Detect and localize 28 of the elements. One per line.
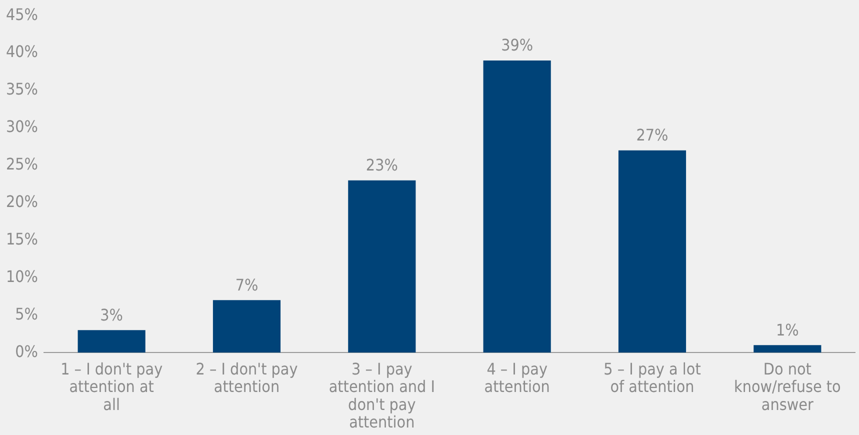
y-tick-label: 0% xyxy=(15,342,38,361)
bar xyxy=(78,330,146,353)
data-label: 7% xyxy=(235,275,258,294)
bar xyxy=(212,300,281,353)
data-label: 1% xyxy=(776,320,799,340)
y-tick-label: 35% xyxy=(6,80,38,99)
data-label: 39% xyxy=(501,36,534,55)
bar xyxy=(483,60,551,353)
data-label: 27% xyxy=(636,126,668,145)
y-tick-label: 40% xyxy=(6,42,38,62)
data-label: 3% xyxy=(100,305,123,324)
data-label: 23% xyxy=(366,156,398,175)
y-tick-label: 5% xyxy=(15,304,38,324)
bar xyxy=(348,180,416,353)
y-tick-label: 25% xyxy=(6,154,38,174)
y-tick-label: 45% xyxy=(6,4,38,24)
x-tick-label: 2 – I don't pay attention xyxy=(196,360,298,396)
x-tick-label: Do not know/refuse to answer xyxy=(734,360,842,414)
x-tick-label: 5 – I pay a lot of attention xyxy=(604,360,702,396)
x-tick-label: 3 – I pay attention and I don't pay attention xyxy=(328,360,435,432)
y-tick-label: 15% xyxy=(6,229,38,248)
bar xyxy=(754,345,822,353)
x-tick-label: 4 – I pay attention xyxy=(484,360,550,396)
y-tick-label: 10% xyxy=(6,266,38,286)
x-tick-label: 1 – I don't pay attention at all xyxy=(60,360,164,414)
y-tick-label: 20% xyxy=(6,192,38,211)
bar xyxy=(618,150,686,353)
y-tick-label: 30% xyxy=(6,117,38,136)
